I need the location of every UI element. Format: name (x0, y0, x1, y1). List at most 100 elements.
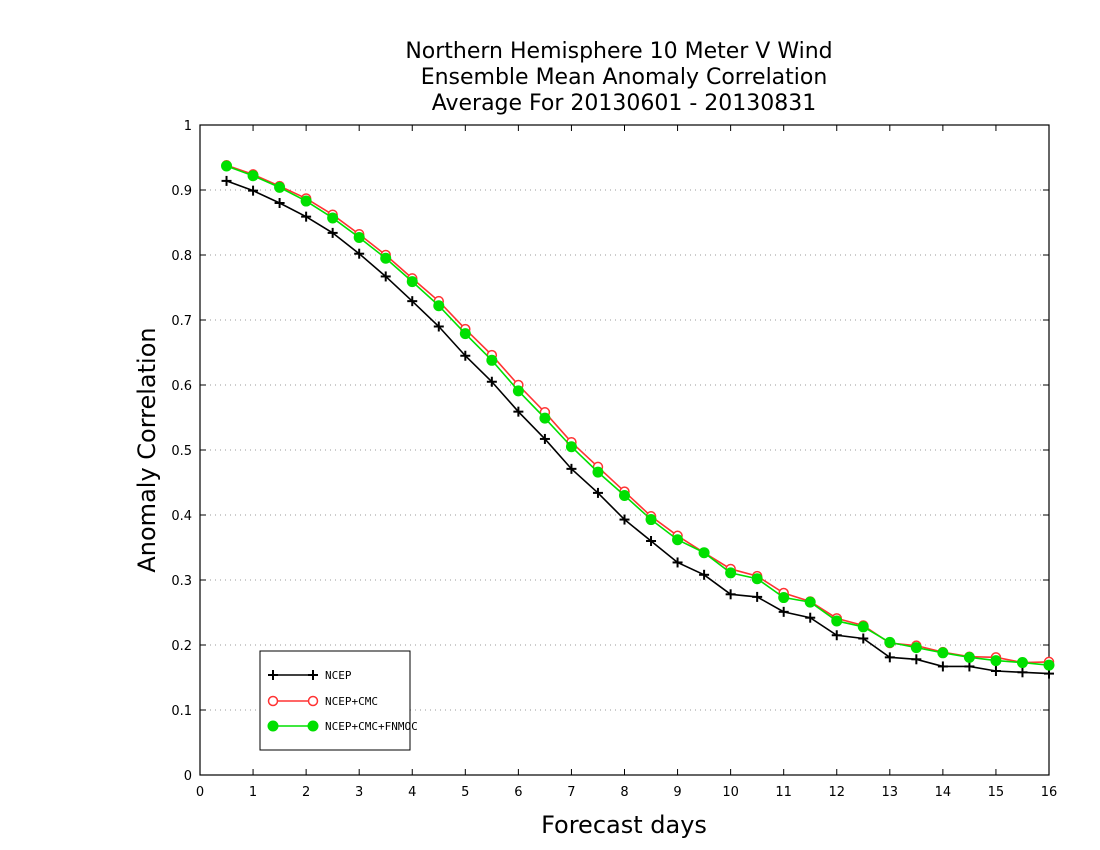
y-tick-label: 0.3 (171, 574, 192, 589)
x-tick-label: 6 (514, 785, 522, 800)
data-point (646, 536, 657, 546)
data-point (645, 514, 657, 526)
data-point (592, 487, 603, 498)
legend-marker (307, 695, 319, 707)
data-point (699, 569, 710, 580)
legend-entry: NCEP+CMC+FNMOC (267, 720, 418, 733)
data-point (964, 661, 975, 672)
y-tick-label: 0.6 (171, 379, 192, 394)
data-point (857, 621, 869, 633)
data-point (725, 567, 737, 579)
x-tick-label: 13 (882, 785, 899, 800)
data-point (990, 655, 1002, 667)
x-tick-label: 9 (673, 785, 681, 800)
data-point (672, 557, 683, 568)
legend-label: NCEP+CMC (325, 695, 378, 708)
data-point (937, 661, 948, 672)
legend-marker (268, 670, 278, 680)
data-point (248, 185, 259, 196)
data-point (513, 406, 524, 417)
series-line (226, 165, 1050, 666)
legend: NCEP NCEP+CMC NCEP+CMC+FNMOC (259, 650, 418, 751)
legend-entry: NCEP (268, 669, 352, 682)
data-point (274, 198, 285, 208)
x-axis-label: Forecast days (541, 811, 707, 839)
data-point (565, 441, 577, 453)
x-tick-label: 12 (828, 785, 845, 800)
data-point (459, 328, 471, 340)
data-point (460, 350, 471, 361)
x-tick-label: 7 (567, 785, 575, 800)
x-tick-label: 0 (196, 785, 204, 800)
data-point (884, 652, 895, 663)
data-point (512, 385, 524, 397)
data-point (407, 296, 418, 307)
data-point (884, 636, 896, 648)
data-point (804, 596, 816, 608)
data-point (831, 615, 843, 627)
y-axis-label: Anomaly Correlation (133, 327, 161, 572)
legend-marker (267, 720, 279, 732)
x-tick-label: 3 (355, 785, 363, 800)
x-tick-label: 4 (408, 785, 416, 800)
y-tick-label: 0.1 (171, 704, 192, 719)
data-point (327, 227, 338, 238)
y-tick-label: 0.4 (171, 509, 192, 524)
data-point (1016, 657, 1028, 669)
data-point (539, 412, 551, 424)
legend-marker (308, 670, 318, 680)
title-line-3: Average For 20130601 - 20130831 (432, 91, 817, 116)
data-point (937, 647, 949, 659)
series-line (226, 164, 1050, 664)
x-tick-label: 16 (1041, 785, 1058, 800)
data-point (433, 300, 445, 312)
x-tick-label: 14 (935, 785, 952, 800)
data-point (1043, 659, 1055, 671)
x-tick-label: 1 (249, 785, 257, 800)
y-tick-label: 0.9 (171, 184, 192, 199)
data-point (221, 160, 233, 172)
legend-label: NCEP (325, 669, 352, 682)
y-tick-label: 0.5 (171, 444, 192, 459)
data-point (805, 612, 816, 623)
data-point (752, 591, 763, 602)
x-tick-label: 2 (302, 785, 310, 800)
x-tick-label: 5 (461, 785, 469, 800)
data-point (247, 170, 259, 182)
data-point (486, 376, 497, 387)
data-point (327, 212, 339, 224)
y-tick-label: 0.2 (171, 639, 192, 654)
legend-entry: NCEP+CMC (267, 695, 378, 708)
data-point (221, 175, 232, 186)
data-point (619, 514, 630, 525)
series-layer (221, 160, 1055, 679)
data-point (831, 630, 842, 641)
data-point (592, 466, 604, 478)
series-3 (221, 160, 1055, 671)
data-point (911, 654, 922, 665)
data-point (353, 231, 365, 243)
data-point (300, 195, 312, 207)
legend-box (259, 650, 411, 751)
data-point (858, 633, 869, 644)
x-tick-label: 10 (722, 785, 739, 800)
y-tick-label: 1 (184, 119, 192, 134)
data-point (301, 211, 312, 222)
legend-marker (307, 720, 319, 732)
grid-lines (200, 189, 1049, 711)
data-point (672, 534, 684, 546)
data-point (486, 354, 498, 366)
data-point (778, 606, 789, 617)
title-line-1: Northern Hemisphere 10 Meter V Wind (405, 39, 832, 64)
chart-title: Northern Hemisphere 10 Meter V Wind Ense… (405, 39, 832, 116)
x-tick-label: 15 (988, 785, 1005, 800)
x-tick-label: 11 (775, 785, 792, 800)
data-point (406, 276, 418, 288)
data-point (539, 433, 550, 444)
legend-label: NCEP+CMC+FNMOC (325, 720, 418, 733)
data-point (1017, 667, 1028, 678)
data-point (910, 642, 922, 654)
data-point (698, 547, 710, 559)
data-point (354, 248, 365, 259)
